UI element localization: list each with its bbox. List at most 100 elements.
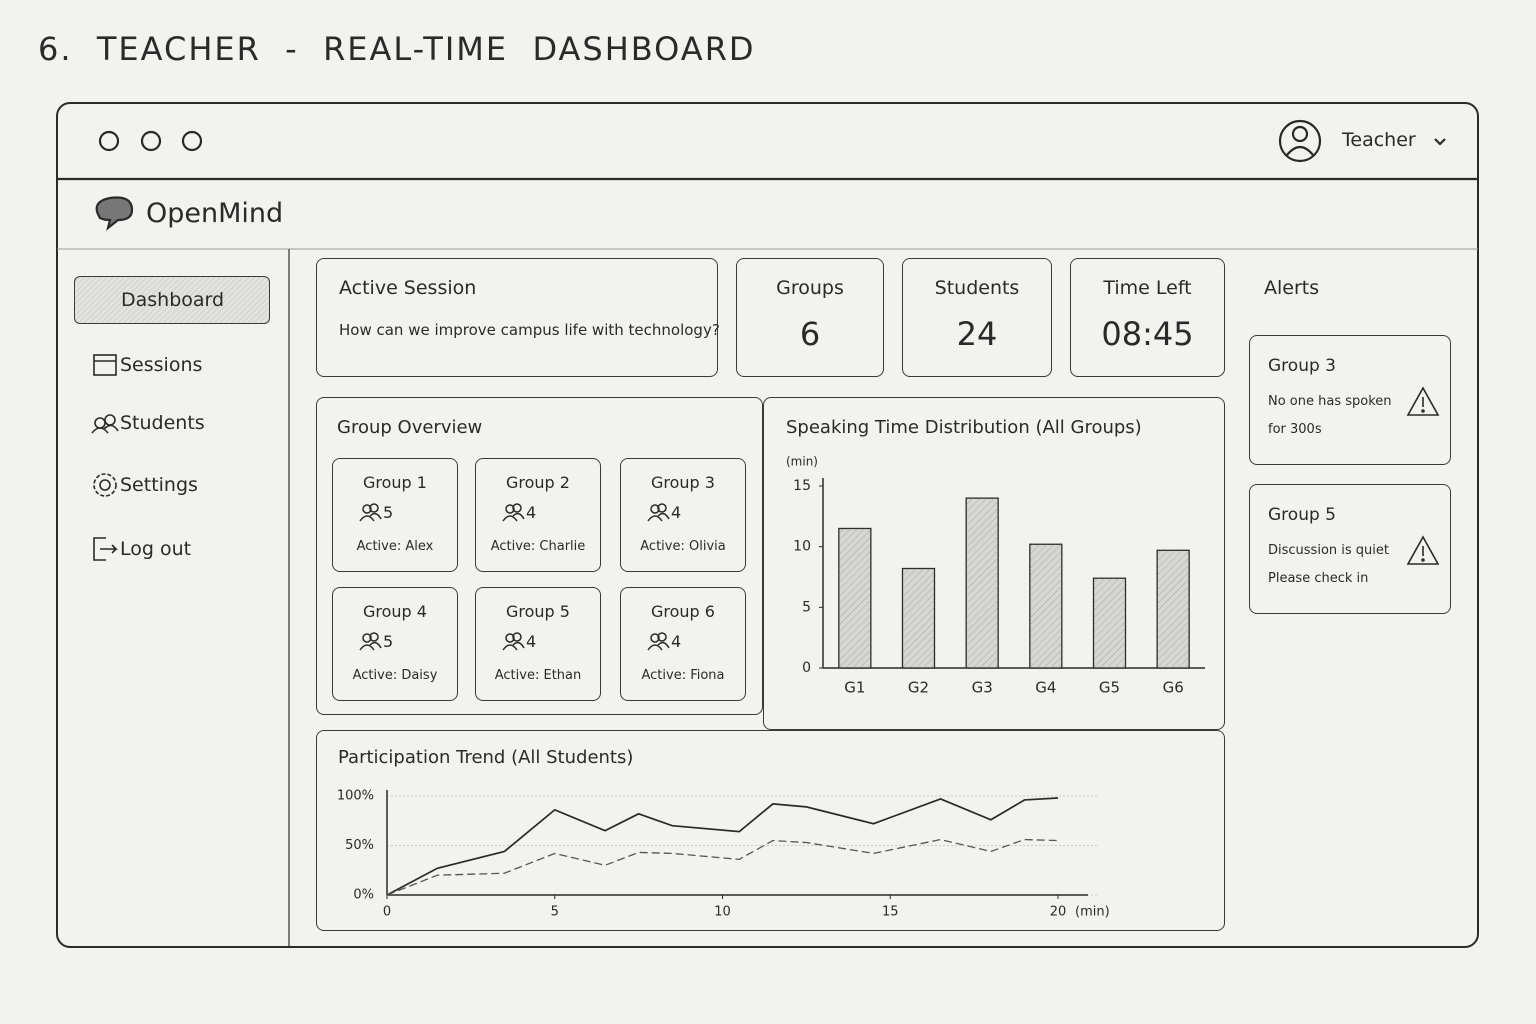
card-title: Group Overview [337,417,483,438]
members-icon [647,503,670,522]
alert-text: Discussion is quiet [1268,543,1389,558]
group-name: Group 5 [506,602,570,621]
alert-text: Please check in [1268,571,1369,586]
members-icon [502,503,525,522]
y-tick-label: 100% [337,789,374,804]
brand: OpenMind [146,198,284,229]
group-card[interactable]: Group 5 4 Active: Ethan [475,587,601,701]
group-overview-card: Group Overview [316,397,763,715]
group-card[interactable]: Group 4 5 Active: Daisy [332,587,458,701]
bar-hatch [1157,550,1190,668]
y-tick-label: 5 [802,599,811,615]
member-count: 4 [671,503,682,522]
active-speaker: Active: Fiona [641,668,725,683]
stat-label: Groups [776,277,844,299]
alert-group: Group 3 [1268,356,1336,376]
members-icon [359,632,382,651]
active-speaker: Active: Ethan [494,668,582,683]
nav-item[interactable]: Sessions [74,341,270,389]
x-tick-label: G4 [1035,679,1056,697]
active-speaker: Active: Olivia [640,539,726,554]
stat-card: Time Left 08:45 [1070,258,1225,377]
nav-label: Students [120,412,205,434]
bar-hatch [902,568,935,668]
card-title: Active Session [339,277,477,299]
stat-value: 6 [799,315,821,353]
nav-label: Sessions [120,354,203,376]
alert-card[interactable]: Group 5 Discussion is quiet Please check i… [1249,484,1451,614]
stat-value: 24 [956,315,998,353]
bar-chart-card [763,397,1225,730]
x-tick-label: 20 [1050,905,1067,920]
member-count: 4 [526,503,537,522]
alert-text: No one has spoken [1268,394,1392,409]
member-count: 4 [671,632,682,651]
nav-label: Settings [120,474,198,496]
y-tick-label: 50% [345,838,374,853]
warning-icon [1406,386,1440,416]
warning-icon [1406,535,1440,565]
group-name: Group 3 [651,473,715,492]
trend-line [386,838,1059,896]
chart-title: Speaking Time Distribution (All Groups) [786,417,1142,438]
group-card[interactable]: Group 2 4 Active: Charlie [475,458,601,572]
session-question: How can we improve campus life with tech… [339,321,720,339]
alerts-title: Alerts [1264,277,1320,299]
active-speaker: Active: Alex [356,539,434,554]
bar-hatch [966,498,999,668]
active-speaker: Active: Charlie [490,539,586,554]
y-tick-label: 10 [793,539,811,555]
active-session-card: Active Session How can we improve campus… [316,258,720,377]
member-count: 5 [383,632,394,651]
y-axis-label: (min) [786,455,818,469]
x-tick-label: 0 [383,905,391,920]
group-name: Group 1 [363,473,427,492]
nav-item[interactable]: Dashboard [74,276,270,324]
bar-hatch [1029,544,1062,668]
nav-item[interactable]: Settings [74,461,270,509]
x-tick-label: G3 [972,679,993,697]
stat-card: Students 24 [902,258,1052,377]
x-tick-label: G5 [1099,679,1120,697]
members-icon [502,632,525,651]
nav-item[interactable]: Log out [74,525,270,573]
stat-card: Groups 6 [736,258,884,377]
group-name: Group 2 [506,473,570,492]
nav-label: Dashboard [121,289,225,311]
stat-value: 08:45 [1101,315,1194,353]
members-icon [359,503,382,522]
alert-group: Group 5 [1268,505,1336,525]
active-speaker: Active: Daisy [352,668,438,683]
alert-card[interactable]: Group 3 No one has spoken for 300s [1249,335,1451,465]
member-count: 4 [526,632,537,651]
x-tick-label: G1 [844,679,865,697]
x-tick-label: G6 [1163,679,1184,697]
member-count: 5 [383,503,394,522]
x-tick-label: 10 [714,905,731,920]
y-tick-label: 0 [802,660,811,676]
y-tick-label: 15 [793,478,811,494]
members-icon [647,632,670,651]
stat-label: Time Left [1103,277,1192,299]
bar-hatch [1093,578,1126,668]
x-tick-label: G2 [908,679,929,697]
group-name: Group 6 [651,602,715,621]
group-card[interactable]: Group 6 4 Active: Fiona [620,587,746,701]
group-name: Group 4 [363,602,427,621]
x-axis-label: (min) [1075,905,1110,920]
x-tick-label: 5 [551,905,559,920]
page-title: 6. TEACHER - REAL-TIME DASHBOARD [38,30,756,68]
bar-hatch [838,528,871,668]
chart-title: Participation Trend (All Students) [338,747,633,768]
y-tick-label: 0% [353,888,374,903]
nav-item[interactable]: Students [74,399,270,447]
alert-text: for 300s [1268,422,1322,437]
user-name[interactable]: Teacher [1342,129,1416,151]
app-window [56,102,1479,948]
group-card[interactable]: Group 1 5 Active: Alex [332,458,458,572]
group-card[interactable]: Group 3 4 Active: Olivia [620,458,746,572]
x-tick-label: 15 [882,905,899,920]
